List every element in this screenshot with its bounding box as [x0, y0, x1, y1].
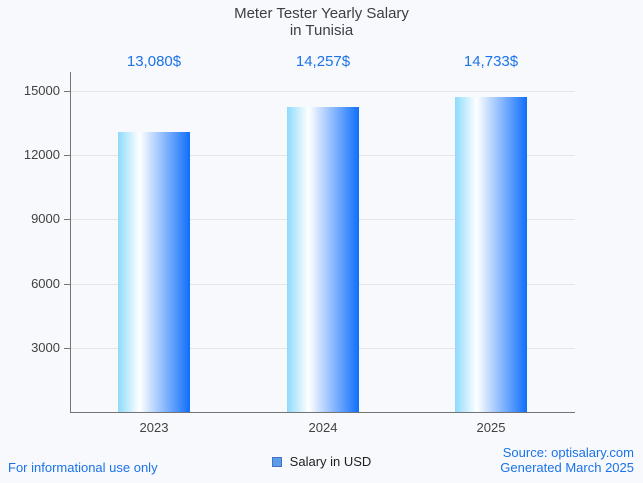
xaxis-label-2023: 2023: [139, 420, 169, 435]
gridline-15000: [71, 91, 575, 92]
chart-title-line2: in Tunisia: [289, 22, 354, 39]
xaxis-label-2024: 2024: [308, 420, 338, 435]
generated-text: Generated March 2025: [500, 460, 634, 475]
ytick-label-15000: 15000: [23, 83, 60, 98]
xaxis-label-2025: 2025: [476, 420, 506, 435]
ytick-label-12000: 12000: [23, 147, 60, 162]
ytick-mark-3000: [64, 348, 70, 349]
bar-2025: [455, 97, 527, 412]
bar-value-label-2023: 13,080$: [126, 53, 182, 70]
ytick-mark-6000: [64, 284, 70, 285]
bar-value-label-2025: 14,733$: [463, 53, 519, 70]
bar-2024: [287, 107, 359, 412]
legend-marker-icon: [271, 456, 282, 467]
x-axis-line: [70, 412, 575, 413]
y-axis-line: [70, 72, 71, 413]
source-block: Source: optisalary.com Generated March 2…: [500, 445, 634, 475]
ytick-mark-9000: [64, 219, 70, 220]
bar-2023: [118, 132, 190, 412]
disclaimer-text: For informational use only: [8, 460, 158, 475]
ytick-label-9000: 9000: [31, 211, 60, 226]
bar-value-label-2024: 14,257$: [295, 53, 351, 70]
ytick-mark-15000: [64, 91, 70, 92]
source-text: Source: optisalary.com: [502, 445, 634, 460]
chart-title: Meter Tester Yearly Salary in Tunisia: [0, 5, 643, 39]
ytick-label-6000: 6000: [31, 276, 60, 291]
ytick-mark-12000: [64, 155, 70, 156]
legend-label: Salary in USD: [289, 454, 372, 469]
chart-title-line1: Meter Tester Yearly Salary: [234, 5, 409, 22]
legend: Salary in USD: [0, 454, 643, 469]
ytick-label-3000: 3000: [31, 340, 60, 355]
